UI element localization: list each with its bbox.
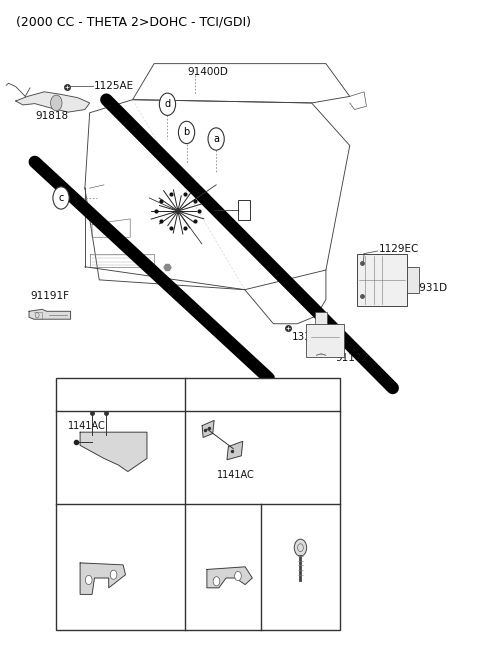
Text: c: c <box>64 513 70 522</box>
Text: 1141AC: 1141AC <box>216 470 254 480</box>
Bar <box>407 266 419 293</box>
Circle shape <box>213 576 220 586</box>
Circle shape <box>208 128 224 150</box>
Text: 1339CC: 1339CC <box>291 332 333 342</box>
Polygon shape <box>227 442 243 460</box>
Circle shape <box>110 570 117 579</box>
Bar <box>306 324 344 357</box>
Text: 1129ED: 1129ED <box>280 513 321 522</box>
Text: a: a <box>213 134 219 144</box>
Text: d: d <box>193 513 199 522</box>
Circle shape <box>85 575 92 584</box>
Circle shape <box>179 121 195 143</box>
Polygon shape <box>202 420 214 438</box>
Text: 1125AE: 1125AE <box>94 81 134 91</box>
Circle shape <box>190 509 202 526</box>
Bar <box>238 200 250 220</box>
Text: 91191F: 91191F <box>30 291 69 301</box>
Text: b: b <box>193 390 199 400</box>
Text: d: d <box>164 99 170 109</box>
Polygon shape <box>80 432 147 472</box>
Text: 1129EC: 1129EC <box>378 244 419 254</box>
Bar <box>357 253 407 306</box>
Polygon shape <box>29 309 71 319</box>
Polygon shape <box>207 567 252 588</box>
Text: 91172: 91172 <box>336 353 369 363</box>
Text: 91931: 91931 <box>208 513 241 522</box>
Polygon shape <box>16 92 90 112</box>
Text: (2000 CC - THETA 2>DOHC - TCI/GDI): (2000 CC - THETA 2>DOHC - TCI/GDI) <box>16 16 251 29</box>
Circle shape <box>190 386 202 403</box>
Text: 91931D: 91931D <box>406 284 447 293</box>
Text: 91931E: 91931E <box>79 513 119 522</box>
Text: 91400D: 91400D <box>188 67 228 77</box>
Circle shape <box>50 95 62 111</box>
Circle shape <box>60 386 73 403</box>
Text: b: b <box>183 128 190 138</box>
Bar <box>56 378 340 630</box>
Circle shape <box>60 509 73 526</box>
Circle shape <box>53 187 69 209</box>
Circle shape <box>235 571 241 580</box>
Circle shape <box>294 539 307 556</box>
Polygon shape <box>80 563 125 594</box>
Circle shape <box>159 93 176 115</box>
Bar <box>315 312 327 324</box>
Text: 1141AC: 1141AC <box>68 421 106 431</box>
Text: c: c <box>59 193 64 203</box>
Text: 91818: 91818 <box>36 111 69 121</box>
Text: a: a <box>64 390 70 400</box>
